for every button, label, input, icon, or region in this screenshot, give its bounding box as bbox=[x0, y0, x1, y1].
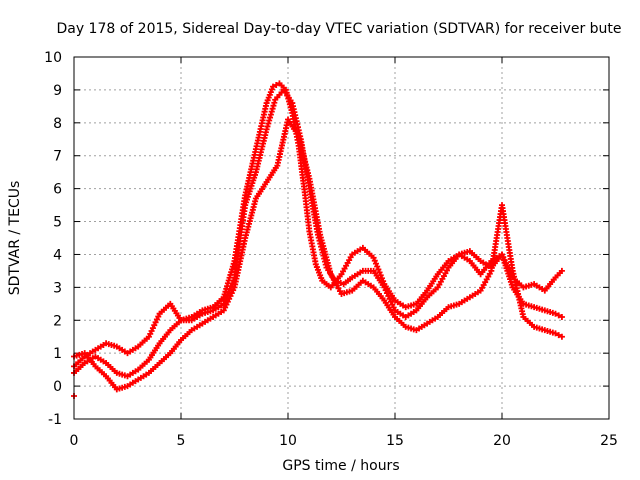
y-tick-label: 2 bbox=[53, 313, 62, 329]
y-tick-label: 3 bbox=[53, 280, 62, 296]
x-tick-label: 0 bbox=[70, 433, 79, 449]
series-line bbox=[73, 118, 563, 391]
x-tick-label: 10 bbox=[279, 433, 297, 449]
y-tick-label: 7 bbox=[53, 149, 62, 165]
y-tick-label: 9 bbox=[53, 83, 62, 99]
data-point bbox=[555, 332, 562, 339]
y-tick-label: -1 bbox=[48, 412, 62, 428]
data-point bbox=[552, 330, 559, 337]
y-tick-label: 6 bbox=[53, 182, 62, 198]
y-tick-label: 10 bbox=[44, 50, 62, 66]
x-tick-label: 5 bbox=[177, 433, 186, 449]
data-point bbox=[558, 313, 565, 320]
chart-title: Day 178 of 2015, Sidereal Day-to-day VTE… bbox=[56, 21, 621, 37]
data-point bbox=[270, 83, 277, 90]
y-tick-label: 8 bbox=[53, 116, 62, 132]
data-point bbox=[273, 81, 280, 88]
data-point bbox=[558, 333, 565, 340]
x-axis-label: GPS time / hours bbox=[282, 458, 399, 474]
y-axis-label: SDTVAR / TECUs bbox=[7, 181, 23, 296]
y-tick-label: 1 bbox=[53, 346, 62, 362]
plot-area bbox=[71, 80, 565, 399]
axes: 0 5 10 15 20 25 -1 0 1 2 3 4 5 6 7 8 9 10 bbox=[44, 50, 618, 449]
series-track-3 bbox=[71, 116, 565, 393]
x-tick-label: 15 bbox=[386, 433, 404, 449]
y-tick-label: 5 bbox=[53, 215, 62, 231]
data-point bbox=[555, 312, 562, 319]
data-point bbox=[558, 267, 565, 274]
y-tick-label: 0 bbox=[53, 379, 62, 395]
grid bbox=[74, 57, 609, 419]
x-tick-label: 25 bbox=[600, 433, 618, 449]
plot-frame bbox=[73, 56, 610, 420]
y-tick-label: 4 bbox=[53, 247, 62, 263]
series-track-2 bbox=[71, 86, 565, 380]
data-point bbox=[552, 310, 559, 317]
x-tick-label: 20 bbox=[493, 433, 511, 449]
